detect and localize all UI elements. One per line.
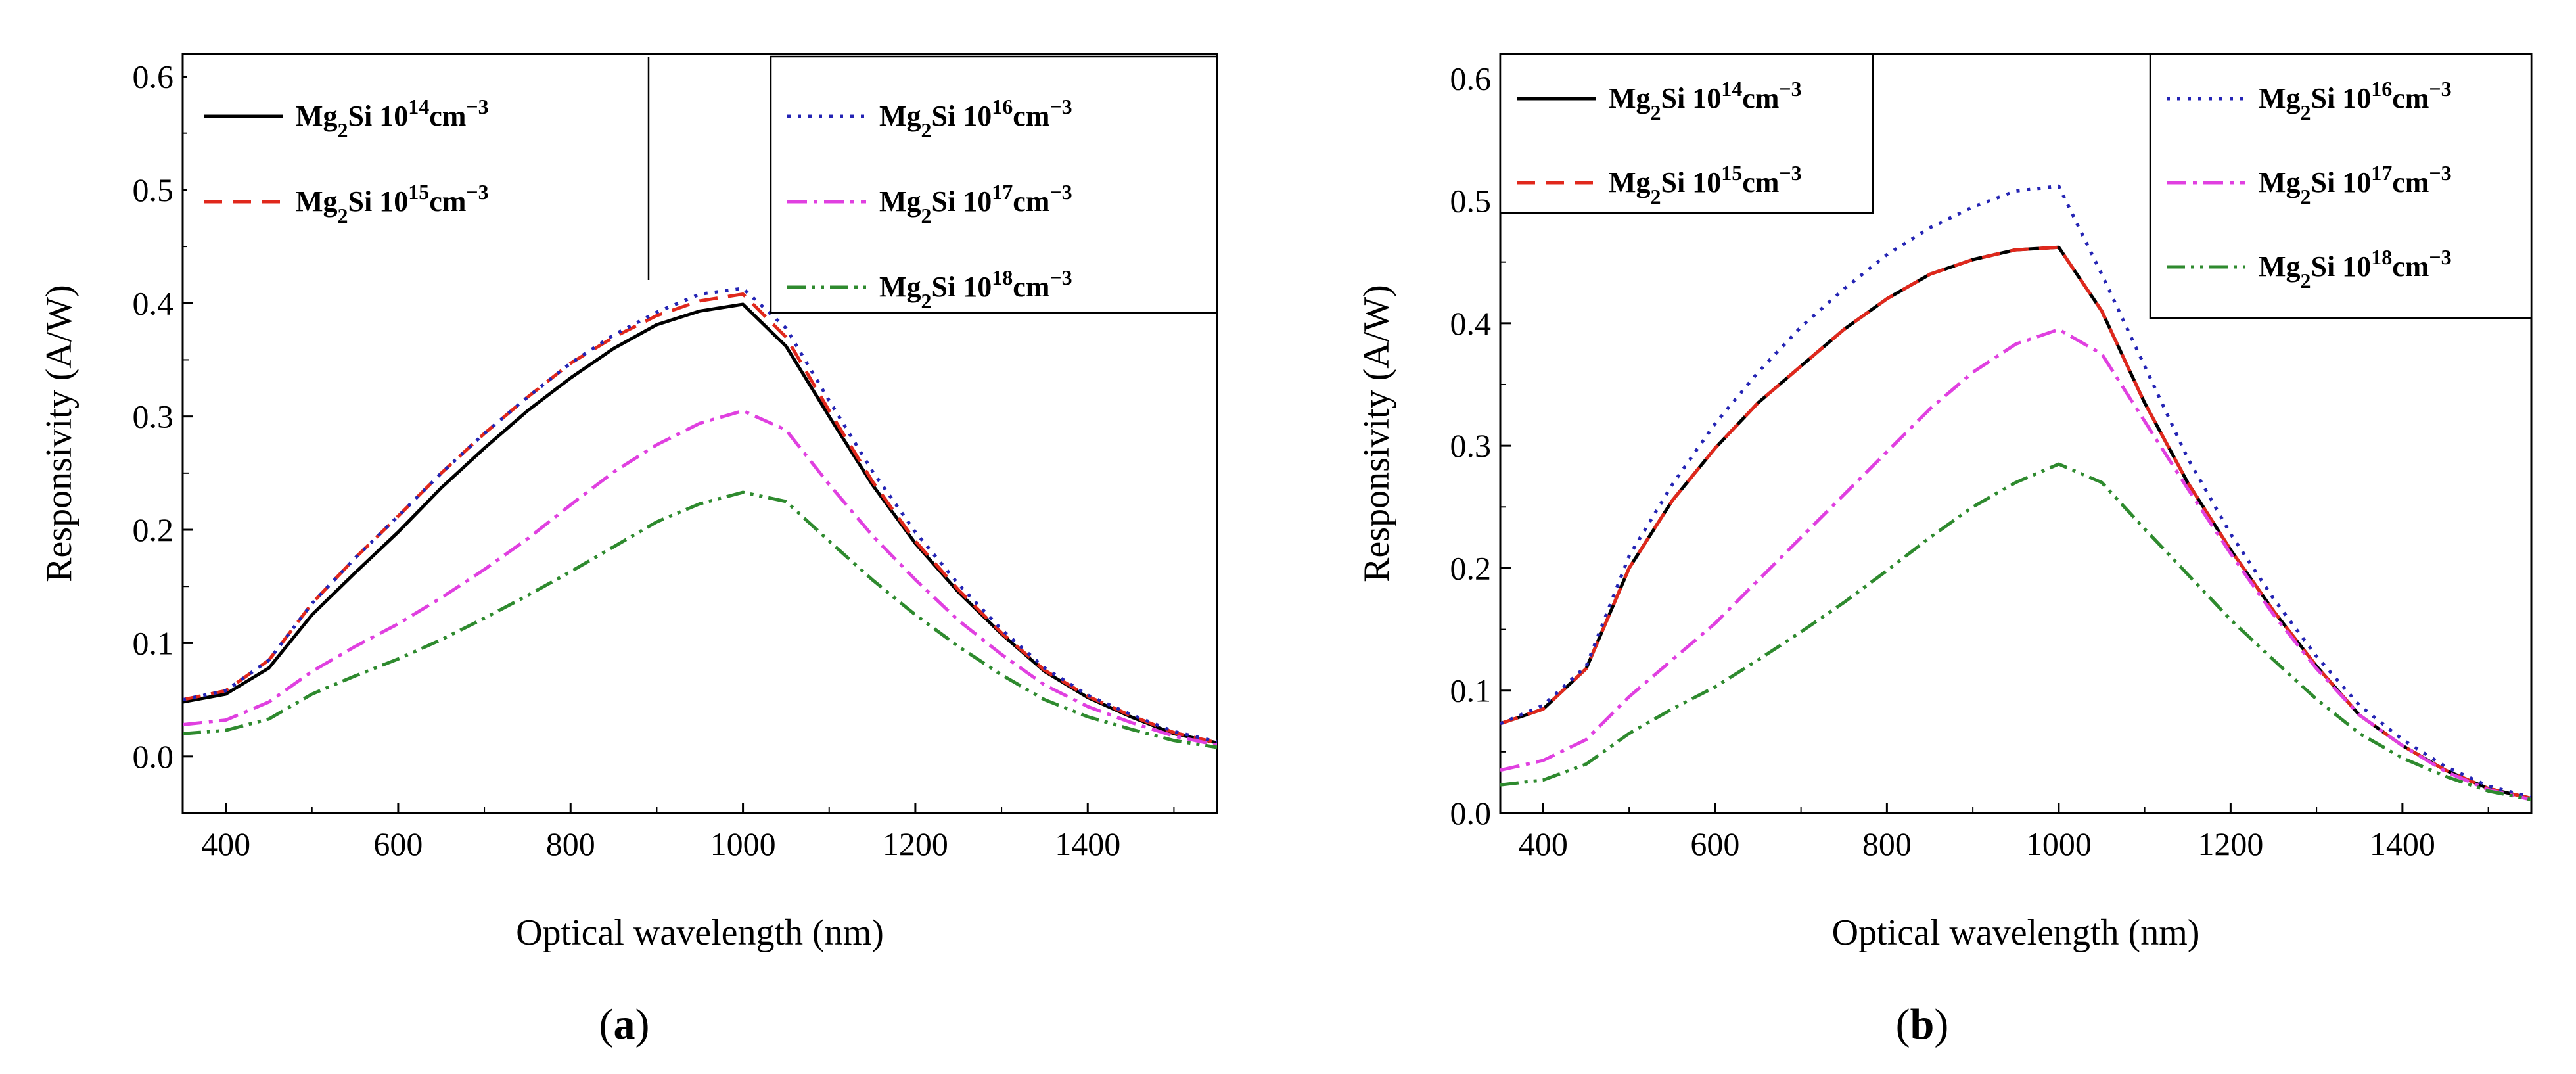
x-tick-label: 600 [1690, 826, 1739, 862]
series-line-18 [183, 490, 1217, 749]
x-tick-label: 800 [546, 826, 595, 862]
x-axis-label: Optical wavelength (nm) [1832, 912, 2200, 953]
series-line-16 [183, 287, 1217, 743]
legend-label: Mg2Si 1016cm−3 [2259, 77, 2452, 124]
y-tick-label: 0.0 [1450, 795, 1492, 831]
legend-box: Mg2Si 1016cm−3 Mg2Si 1017cm−3 Mg2Si 1018cm… [2149, 53, 2533, 319]
legend-background [187, 57, 649, 280]
series-line-17 [1500, 327, 2531, 801]
legend-frame [770, 55, 1218, 314]
legend-label: Mg2Si 1018cm−3 [2259, 245, 2452, 292]
x-tick-label: 400 [201, 826, 250, 862]
x-tick-label: 600 [373, 826, 423, 862]
y-tick-label: 0.3 [133, 398, 174, 435]
x-tick-label: 800 [1862, 826, 1912, 862]
x-tick-label: 1400 [2370, 826, 2435, 862]
legend-label: Mg2Si 1018cm−3 [879, 266, 1072, 313]
series-line-16 [1500, 184, 2531, 799]
x-tick-label: 1200 [883, 826, 948, 862]
series-line-14 [183, 302, 1217, 745]
x-tick-label: 1000 [2026, 826, 2092, 862]
legend-box: Mg2Si 1016cm−3 Mg2Si 1017cm−3 Mg2Si 1018cm… [770, 55, 1218, 314]
y-tick-label: 0.4 [133, 285, 174, 321]
legend-label: Mg2Si 1014cm−3 [1609, 77, 1802, 124]
series-line-15 [1500, 245, 2531, 801]
legend-label: Mg2Si 1015cm−3 [1609, 161, 1802, 208]
y-tick-label: 0.2 [133, 511, 174, 548]
y-axis-label: Responsivity (A/W) [1356, 285, 1397, 582]
legend-frame [2149, 53, 2533, 319]
legend-label: Mg2Si 1017cm−3 [879, 180, 1072, 227]
legend-label: Mg2Si 1014cm−3 [296, 95, 489, 142]
legend-label: Mg2Si 1016cm−3 [879, 95, 1072, 142]
x-tick-label: 1400 [1055, 826, 1120, 862]
y-tick-label: 0.5 [133, 172, 174, 208]
x-tick-label: 1000 [710, 826, 776, 862]
y-tick-label: 0.6 [1450, 60, 1492, 97]
legend-box: Mg2Si 1014cm−3 Mg2Si 1015cm−3 [187, 57, 650, 280]
y-axis-label: Responsivity (A/W) [39, 285, 80, 582]
series-line-17 [183, 409, 1217, 747]
y-tick-label: 0.0 [133, 738, 174, 775]
series-line-14 [1500, 245, 2531, 801]
y-tick-label: 0.1 [133, 624, 174, 661]
x-tick-label: 1200 [2197, 826, 2263, 862]
legend-frame [1499, 53, 1874, 214]
series-line-15 [183, 292, 1217, 745]
plot-frame [1499, 53, 2533, 814]
chart-panel-b: 400 600 800 1000 1200 1400 0.0 0.1 0.2 0.3 0.4 0.5 0… [1356, 53, 2533, 1048]
legend-box: Mg2Si 1014cm−3 Mg2Si 1015cm−3 [1499, 53, 1874, 214]
series-line-18 [1500, 462, 2531, 801]
x-tick-label: 400 [1519, 826, 1568, 862]
y-tick-label: 0.2 [1450, 549, 1492, 586]
y-tick-label: 0.5 [1450, 183, 1492, 220]
x-axis-label: Optical wavelength (nm) [516, 912, 884, 953]
y-tick-label: 0.6 [133, 58, 174, 95]
panel-caption: (a) [599, 1000, 650, 1048]
y-tick-label: 0.1 [1450, 672, 1492, 709]
plot-frame [181, 53, 1218, 814]
legend-label: Mg2Si 1017cm−3 [2259, 161, 2452, 208]
chart-panel-a: 400 600 800 1000 1200 1400 0.0 0.1 0.2 0.3 0.4 0.5 0… [39, 53, 1218, 1048]
legend-label: Mg2Si 1015cm−3 [296, 180, 489, 227]
y-tick-label: 0.3 [1450, 427, 1492, 464]
y-tick-label: 0.4 [1450, 305, 1492, 342]
panel-caption: (b) [1896, 1000, 1949, 1048]
